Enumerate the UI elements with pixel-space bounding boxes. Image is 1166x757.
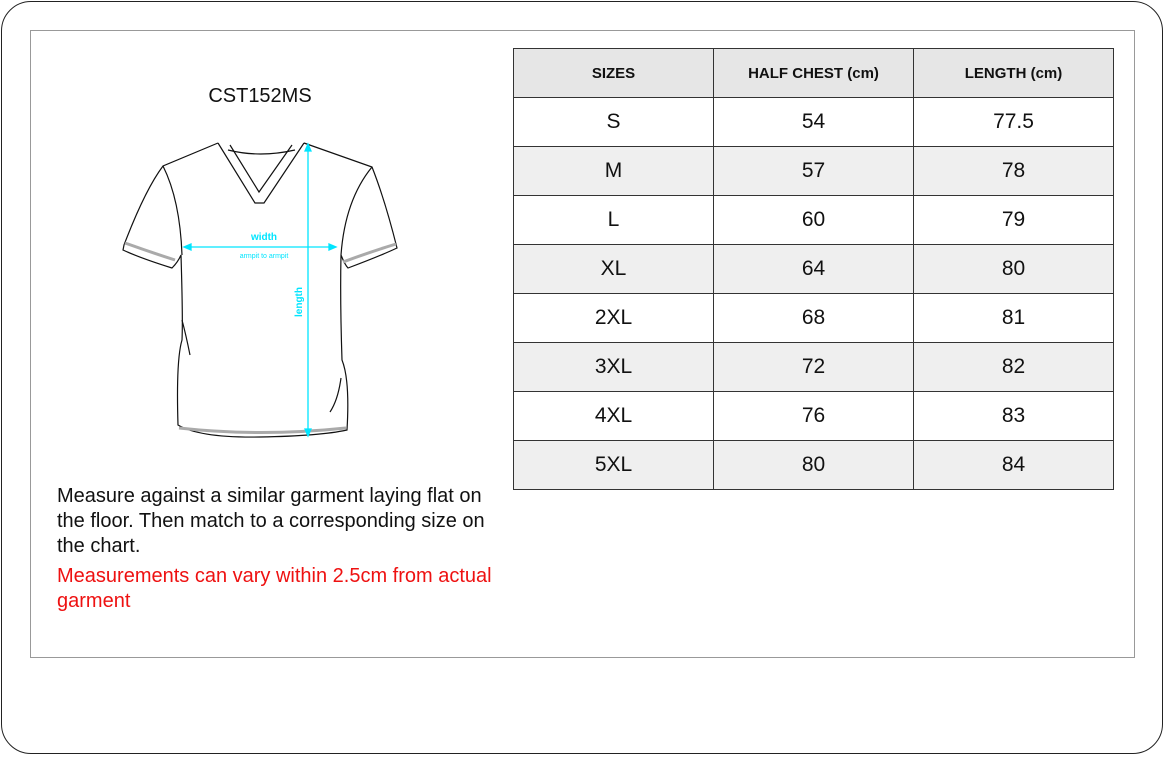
table-row: L 60 79 — [513, 195, 1114, 245]
width-label: width — [250, 232, 277, 243]
cell-size: S — [513, 97, 714, 147]
table-row: S 54 77.5 — [513, 97, 1114, 147]
cell-size: 5XL — [513, 440, 714, 490]
cell-size: M — [513, 146, 714, 196]
cell-length: 84 — [913, 440, 1114, 490]
table-row: XL 64 80 — [513, 244, 1114, 294]
cell-size: 2XL — [513, 293, 714, 343]
cell-length: 77.5 — [913, 97, 1114, 147]
product-code: CST152MS — [208, 85, 312, 107]
length-label: length — [294, 287, 305, 317]
header-length: LENGTH (cm) — [913, 48, 1114, 98]
cell-length: 79 — [913, 195, 1114, 245]
cell-length: 78 — [913, 146, 1114, 196]
measurement-disclaimer: Measurements can vary within 2.5cm from … — [57, 565, 492, 612]
cell-half-chest: 60 — [713, 195, 914, 245]
table-row: 2XL 68 81 — [513, 293, 1114, 343]
table-row: M 57 78 — [513, 146, 1114, 196]
header-half-chest: HALF CHEST (cm) — [713, 48, 914, 98]
cell-half-chest: 76 — [713, 391, 914, 441]
cell-half-chest: 64 — [713, 244, 914, 294]
cell-length: 80 — [913, 244, 1114, 294]
header-sizes: SIZES — [513, 48, 714, 98]
size-chart-panel — [30, 30, 1135, 658]
table-row: 3XL 72 82 — [513, 342, 1114, 392]
cell-size: L — [513, 195, 714, 245]
cell-length: 83 — [913, 391, 1114, 441]
tshirt-diagram: width armpit to armpit length — [122, 142, 398, 438]
table-row: 5XL 80 84 — [513, 440, 1114, 490]
cell-length: 82 — [913, 342, 1114, 392]
tshirt-outline — [122, 142, 398, 438]
cell-length: 81 — [913, 293, 1114, 343]
width-sublabel: armpit to armpit — [240, 253, 289, 260]
cell-half-chest: 72 — [713, 342, 914, 392]
cell-half-chest: 68 — [713, 293, 914, 343]
size-table: SIZES HALF CHEST (cm) LENGTH (cm) S 54 77.… — [513, 48, 1114, 490]
table-header-row: SIZES HALF CHEST (cm) LENGTH (cm) — [513, 48, 1114, 98]
cell-half-chest: 54 — [713, 97, 914, 147]
cell-size: 3XL — [513, 342, 714, 392]
cell-size: 4XL — [513, 391, 714, 441]
cell-size: XL — [513, 244, 714, 294]
cell-half-chest: 80 — [713, 440, 914, 490]
table-row: 4XL 76 83 — [513, 391, 1114, 441]
measuring-instructions: Measure against a similar garment laying… — [57, 485, 485, 557]
cell-half-chest: 57 — [713, 146, 914, 196]
